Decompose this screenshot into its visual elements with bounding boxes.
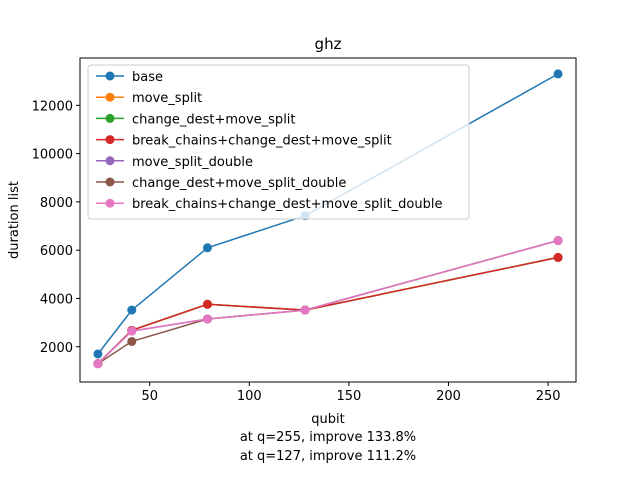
data-point [553, 252, 563, 262]
legend-swatch-marker [105, 177, 115, 187]
legend-swatch-marker [105, 92, 115, 102]
x-tick-label: 100 [237, 389, 262, 404]
y-tick-label: 10000 [32, 148, 73, 163]
series-line-1 [97, 256, 559, 365]
data-point [202, 314, 212, 324]
data-point [553, 236, 563, 246]
x-tick-label: 250 [536, 389, 561, 404]
legend-swatch-marker [105, 135, 115, 145]
series-line-2 [97, 256, 559, 365]
legend-label: move_split [132, 91, 202, 106]
series-line-6 [97, 239, 559, 365]
y-tick-label: 6000 [40, 244, 73, 259]
annotation-q255: at q=255, improve 133.8% [240, 430, 416, 445]
plot-frame [79, 57, 577, 383]
x-axis-label: qubit [311, 412, 344, 427]
plot-area [93, 69, 563, 369]
legend-swatch-marker [105, 113, 115, 123]
y-axis-label: duration list [7, 181, 22, 259]
data-point [202, 243, 212, 253]
data-point [300, 305, 310, 315]
data-point [553, 69, 563, 79]
y-tick-label: 8000 [40, 196, 73, 211]
legend-label: move_split_double [132, 155, 253, 170]
legend-label: break_chains+change_dest+move_split_doub… [132, 197, 443, 212]
data-point [127, 326, 137, 336]
data-point [127, 305, 137, 315]
legend-swatch-marker [105, 198, 115, 208]
x-tick-label: 50 [141, 389, 158, 404]
y-tick-label: 12000 [32, 99, 73, 114]
legend-box [87, 64, 470, 220]
x-tick-label: 150 [337, 389, 362, 404]
series-line-3 [97, 256, 559, 365]
x-tick-label: 200 [436, 389, 461, 404]
y-tick-label: 2000 [40, 341, 73, 356]
data-point [127, 336, 137, 346]
chart-title: ghz [315, 35, 342, 53]
data-point [202, 299, 212, 309]
legend-swatch-marker [105, 71, 115, 81]
data-point [93, 349, 103, 359]
y-axis: 2000 4000 6000 8000 10000 12000 [32, 99, 80, 356]
legend-label: break_chains+change_dest+move_split [132, 134, 392, 149]
x-axis: 50 100 150 200 250 [141, 382, 561, 404]
legend: base move_split change_dest+move_splitbrea… [87, 64, 470, 220]
legend-swatch-marker [105, 156, 115, 166]
legend-label: change_dest+move_split [132, 112, 296, 127]
annotation-q127: at q=127, improve 111.2% [240, 449, 416, 464]
y-tick-label: 4000 [40, 292, 73, 307]
legend-label: base [132, 70, 163, 85]
legend-label: change_dest+move_split_double [132, 176, 346, 191]
data-point [93, 359, 103, 369]
